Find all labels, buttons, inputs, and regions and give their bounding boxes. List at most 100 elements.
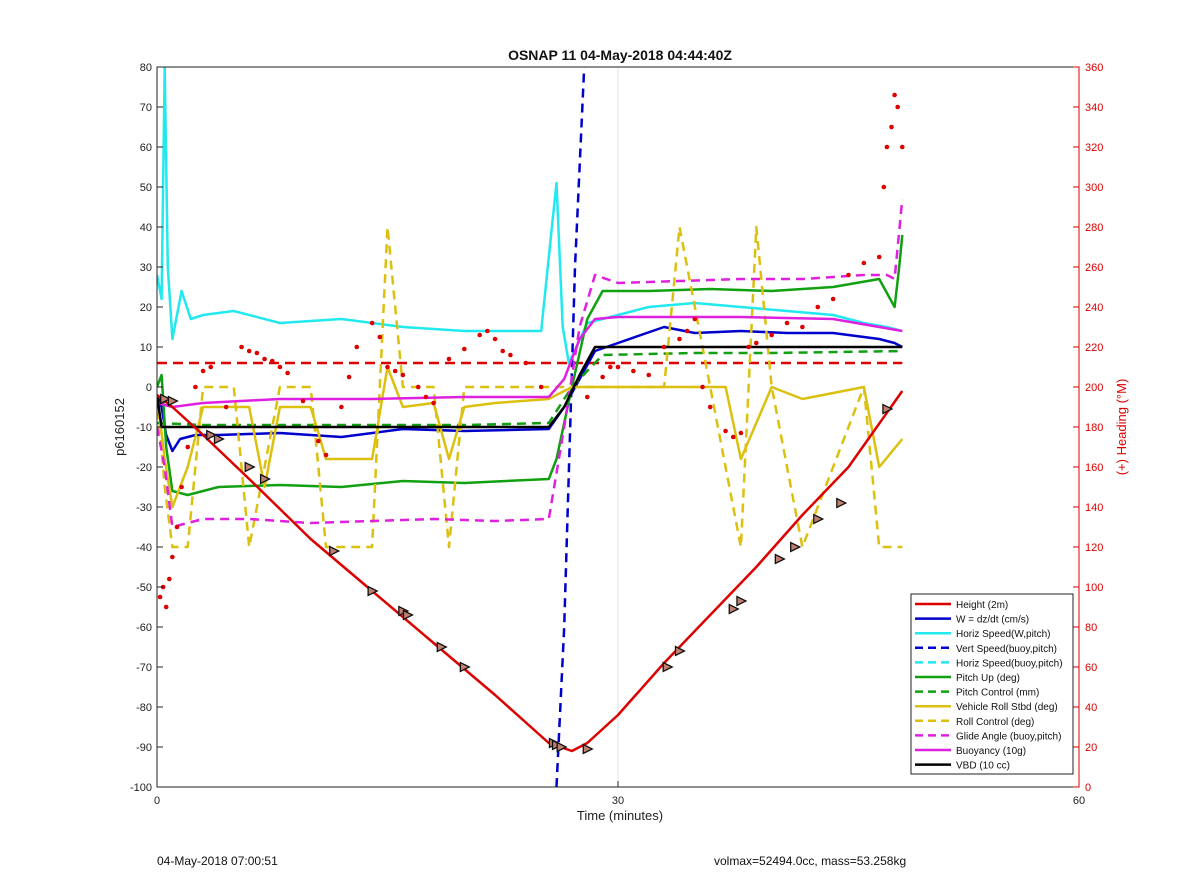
heading-point [262,356,267,362]
heading-point [746,344,751,350]
y-right-tick-label: 200 [1085,382,1103,394]
legend-label-horiz-speed-w-pitch: Horiz Speed(W,pitch) [956,629,1050,640]
heading-point [615,364,621,370]
heading-point [346,374,352,380]
y-left-tick-label: -60 [136,622,152,634]
y-left-tick-label: 10 [140,342,152,354]
y-right-tick-label: 100 [1085,582,1103,594]
heading-point [876,254,882,260]
heading-point [889,124,894,130]
legend-box [910,593,1074,775]
heading-point [830,296,836,302]
legend-label-vbd-10-cc: VBD (10 cc) [956,761,1010,772]
y-left-tick-label: -100 [130,782,152,794]
height-marker [882,403,894,415]
heading-point [846,272,851,278]
heading-point [815,304,821,310]
heading-point [723,428,728,434]
heading-point [254,350,260,356]
series-line-pitch-up-deg [157,234,904,497]
y-left-tick-label: 80 [140,62,152,74]
height-markers-layer [160,393,894,755]
y-left-tick-label: 70 [140,102,152,114]
heading-point [269,358,275,364]
heading-point [239,344,244,350]
heading-point [608,364,613,370]
heading-point [861,260,867,266]
heading-point [500,348,506,354]
series-line-pitch-control-mm [157,349,903,427]
y-left-tick-label: -20 [136,462,152,474]
y-right-tick-label: 40 [1085,702,1097,714]
heading-point [508,352,513,358]
heading-point [881,184,887,190]
heading-point [316,438,321,444]
heading-point [492,336,498,342]
y-right-tick-label: 20 [1085,742,1097,754]
height-marker [402,609,414,621]
height-marker [167,395,179,407]
heading-point [538,384,544,390]
heading-point [784,320,790,326]
height-marker [836,497,848,509]
legend: Height (2m) W = dz/dt (cm/s) Horiz Speed(W… [910,593,1074,775]
y-left-tick-label: -30 [136,502,152,514]
height-marker [790,541,802,553]
heading-point [223,404,229,410]
y-left-tick-label: -90 [136,742,152,754]
x-tick-label: 60 [1073,795,1085,807]
heading-point [193,384,198,390]
height-marker [244,461,256,473]
y-left-tick-label: 60 [140,142,152,154]
height-marker [160,393,172,405]
height-marker [736,595,748,607]
heading-point [300,398,306,404]
legend-label-pitch-up-deg: Pitch Up (deg) [956,673,1020,684]
y-right-tick-label: 360 [1085,62,1103,74]
y-right-tick-label: 280 [1085,222,1103,234]
heading-point [661,344,667,350]
heading-point [277,364,283,370]
y-left-tick-label: -80 [136,702,152,714]
series-line-glide-angle-buoy-pitch [157,198,904,529]
height-marker [774,553,786,565]
heading-point [377,334,383,340]
heading-point [646,372,652,378]
heading-point [208,364,214,370]
heading-point [323,452,329,458]
y-left-tick-label: -40 [136,542,152,554]
y-right-tick-label: 300 [1085,182,1103,194]
heading-point [892,92,897,98]
heading-point [400,372,406,378]
y-right-tick-label: 260 [1085,262,1103,274]
height-marker [459,661,471,673]
y-right-tick-label: 320 [1085,142,1103,154]
heading-point [477,332,483,338]
height-marker [259,473,272,485]
heading-point [354,344,360,350]
heading-point [707,404,713,410]
heading-point [895,104,900,110]
y-left-tick-label: 40 [140,222,152,234]
heading-point [800,324,805,330]
heading-point [631,368,636,374]
x-tick-label: 0 [154,795,160,807]
heading-point [692,316,698,322]
y-right-tick-label: 80 [1085,622,1097,634]
series-line-vert-speed-buoy-pitch [555,67,586,787]
heading-point [446,356,452,362]
heading-point [677,336,682,342]
axes: 0 30 60-100-90-80-70-60-50-40-30-20-100102… [130,62,1103,807]
heading-point [523,360,529,366]
height-marker [674,645,686,657]
y-right-tick-label: 340 [1085,102,1103,114]
footer-volmax-mass: volmax=52494.0cc, mass=53.258kg [714,854,907,868]
heading-point [200,368,206,374]
chart-title: OSNAP 11 04-May-2018 04:44:40Z [508,47,732,63]
y-left-tick-label: 0 [146,382,152,394]
series-line-buoyancy-10g [157,315,903,409]
heading-point [769,332,774,338]
height-marker [206,429,218,441]
series-layer [157,67,904,787]
